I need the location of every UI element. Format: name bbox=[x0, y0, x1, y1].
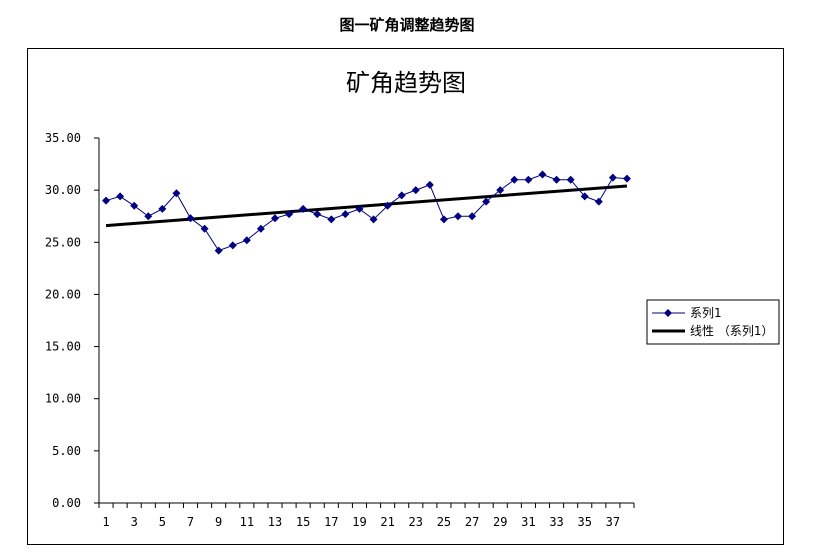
data-point bbox=[383, 201, 392, 210]
data-point bbox=[144, 212, 153, 221]
x-tick-label: 25 bbox=[437, 515, 451, 529]
x-tick-label: 13 bbox=[268, 515, 282, 529]
y-tick-label: 10.00 bbox=[45, 392, 81, 406]
document-title: 图一矿角调整趋势图 bbox=[339, 16, 475, 34]
data-point bbox=[341, 210, 350, 219]
data-point bbox=[397, 191, 406, 200]
legend-series-label: 系列1 bbox=[690, 306, 722, 320]
x-tick-label: 27 bbox=[465, 515, 479, 529]
y-tick-label: 15.00 bbox=[45, 340, 81, 354]
data-point bbox=[228, 241, 237, 250]
x-tick-label: 19 bbox=[352, 515, 366, 529]
data-point bbox=[102, 196, 111, 205]
data-point bbox=[580, 192, 589, 201]
x-tick-label: 35 bbox=[577, 515, 591, 529]
x-tick-label: 15 bbox=[296, 515, 310, 529]
data-point bbox=[355, 204, 364, 213]
data-point bbox=[524, 175, 533, 184]
trendline-layer bbox=[105, 184, 628, 228]
x-tick-label: 1 bbox=[102, 515, 109, 529]
data-point bbox=[116, 192, 125, 201]
x-tick-label: 37 bbox=[606, 515, 620, 529]
x-tick-label: 23 bbox=[409, 515, 423, 529]
chart-title: 矿角趋势图 bbox=[346, 69, 466, 97]
y-tick-label: 5.00 bbox=[52, 444, 81, 458]
data-point bbox=[158, 204, 167, 213]
data-point bbox=[242, 236, 251, 245]
data-point bbox=[566, 175, 575, 184]
data-point bbox=[454, 212, 463, 221]
line-chart: 矿角趋势图 0.00 5.00 10.00 15.00 20.00 25.00 30.00 3… bbox=[45, 69, 780, 529]
data-point bbox=[608, 173, 617, 182]
x-tick-label: 29 bbox=[493, 515, 507, 529]
legend: 系列1 线性 （系列1） bbox=[646, 299, 780, 345]
data-point bbox=[552, 175, 561, 184]
x-tick-label: 5 bbox=[159, 515, 166, 529]
data-point bbox=[200, 224, 209, 233]
y-tick-label: 35.00 bbox=[45, 131, 81, 145]
chart-area: 矿角趋势图 0.00 5.00 10.00 15.00 20.00 25.00 30.00 3… bbox=[27, 48, 784, 545]
data-point bbox=[186, 214, 195, 223]
trendline bbox=[105, 184, 628, 228]
data-point bbox=[285, 210, 294, 219]
data-point bbox=[256, 224, 265, 233]
y-tick-label: 0.00 bbox=[52, 496, 81, 510]
data-point bbox=[468, 212, 477, 221]
legend-trend-label: 线性 （系列1） bbox=[690, 324, 773, 338]
series-layer bbox=[102, 170, 631, 255]
x-tick-label: 17 bbox=[324, 515, 338, 529]
data-point bbox=[369, 215, 378, 224]
x-tick-label: 7 bbox=[187, 515, 194, 529]
x-tick-label: 11 bbox=[240, 515, 254, 529]
data-point bbox=[482, 197, 491, 206]
data-point bbox=[270, 214, 279, 223]
series-line bbox=[105, 173, 627, 252]
data-point bbox=[411, 186, 420, 195]
data-point bbox=[510, 175, 519, 184]
data-point bbox=[313, 210, 322, 219]
x-tick-label: 33 bbox=[549, 515, 563, 529]
y-tick-label: 30.00 bbox=[45, 183, 81, 197]
data-point bbox=[299, 204, 308, 213]
x-tick-label: 31 bbox=[521, 515, 535, 529]
data-point bbox=[130, 201, 139, 210]
data-point bbox=[538, 170, 547, 179]
data-point bbox=[496, 186, 505, 195]
data-point bbox=[622, 174, 631, 183]
data-point bbox=[425, 180, 434, 189]
y-tick-label: 25.00 bbox=[45, 235, 81, 249]
x-tick-label: 21 bbox=[380, 515, 394, 529]
data-point bbox=[594, 197, 603, 206]
y-tick-label: 20.00 bbox=[45, 287, 81, 301]
data-point bbox=[172, 189, 181, 198]
legend-series-marker bbox=[664, 309, 672, 317]
data-point bbox=[327, 215, 336, 224]
x-tick-label: 3 bbox=[131, 515, 138, 529]
data-point bbox=[214, 246, 223, 255]
legend-box bbox=[646, 299, 780, 345]
x-tick-label: 9 bbox=[215, 515, 222, 529]
data-point bbox=[439, 215, 448, 224]
